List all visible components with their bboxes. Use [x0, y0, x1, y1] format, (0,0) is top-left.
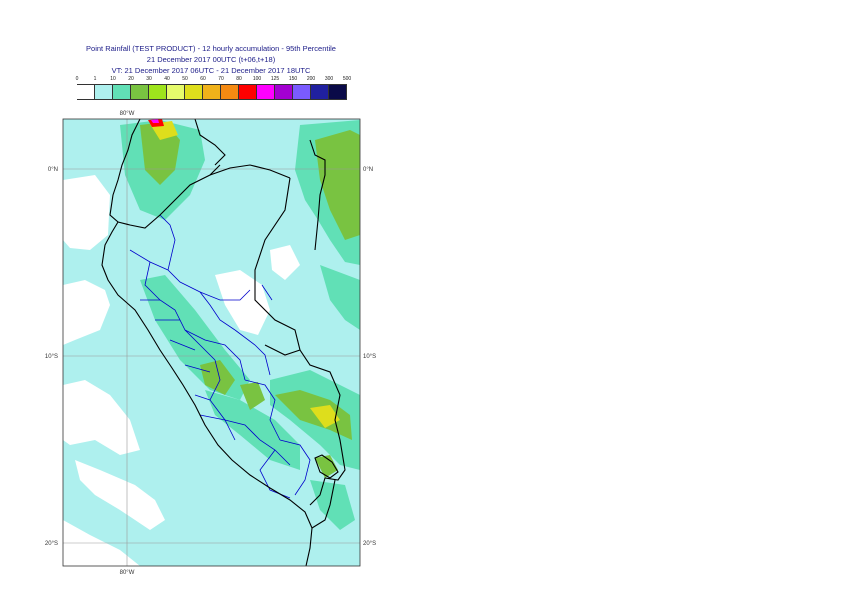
moderate-rain-andes-south — [205, 390, 300, 470]
region-boundary-12 — [140, 299, 211, 373]
dry-ocean-patch-south — [75, 460, 165, 530]
region-boundary-2 — [144, 261, 216, 361]
peru-chile-border — [311, 479, 336, 529]
heavy-rain-se-band — [275, 390, 352, 440]
dry-ocean-patch-mid — [63, 380, 140, 455]
magenta-rain-cell — [151, 119, 159, 123]
moderate-rain-area-east — [320, 265, 360, 330]
rainfall-field — [63, 119, 360, 566]
lat-label-right-20s: 20°S — [363, 541, 376, 547]
colombia-border — [209, 164, 291, 179]
lat-label-right-10s: 10°S — [363, 354, 376, 360]
lon-label-top-80w: 80°W — [120, 111, 135, 117]
lat-label-right-0: 0°N — [363, 167, 373, 173]
region-boundary-10 — [279, 439, 311, 496]
coastline-and-borders — [101, 119, 346, 566]
region-boundary-8 — [224, 419, 291, 466]
region-boundary-4 — [199, 289, 251, 301]
peru-brazil-border — [254, 177, 346, 506]
heavy-rain-central-cell — [200, 360, 235, 395]
lat-label-left-20s: 20°S — [45, 541, 58, 547]
ecuador-peru-border — [117, 164, 221, 229]
lat-label-left-10s: 10°S — [45, 354, 58, 360]
northern-border — [194, 119, 226, 166]
lake-titicaca — [314, 454, 339, 479]
region-boundary-11 — [234, 284, 273, 376]
dry-inland-patch — [215, 270, 270, 335]
heavy-rain-south-cell — [240, 382, 265, 410]
region-boundary-5 — [184, 329, 246, 381]
coastline — [101, 119, 313, 566]
region-boundary-3 — [159, 214, 176, 271]
base-time-subtitle: 21 December 2017 00UTC (t+06,t+18) — [146, 55, 276, 64]
lon-label-bottom-80w: 80°W — [120, 570, 135, 576]
dry-patch-amazon — [270, 245, 300, 280]
regional-boundaries — [129, 214, 311, 499]
peru-bolivia-border — [264, 344, 301, 356]
map-frame — [62, 118, 361, 567]
validity-time-subtitle: VT: 21 December 2017 06UTC - 21 December… — [111, 66, 311, 75]
lat-label-left-0: 0°N — [48, 167, 58, 173]
region-boundary-1 — [129, 249, 236, 331]
heavy-rain-lake-cell — [315, 455, 338, 478]
dry-ocean-patch-west — [63, 280, 110, 345]
region-boundary-9 — [194, 394, 226, 421]
map-title: Point Rainfall (TEST PRODUCT) - 12 hourl… — [86, 44, 336, 53]
colombia-brazil-border — [309, 139, 326, 251]
heavy-rain-ne — [315, 130, 360, 240]
region-boundary-7 — [244, 379, 281, 441]
yellow-rain-cell-se — [310, 405, 340, 428]
dry-ocean-patch-north — [63, 175, 110, 250]
